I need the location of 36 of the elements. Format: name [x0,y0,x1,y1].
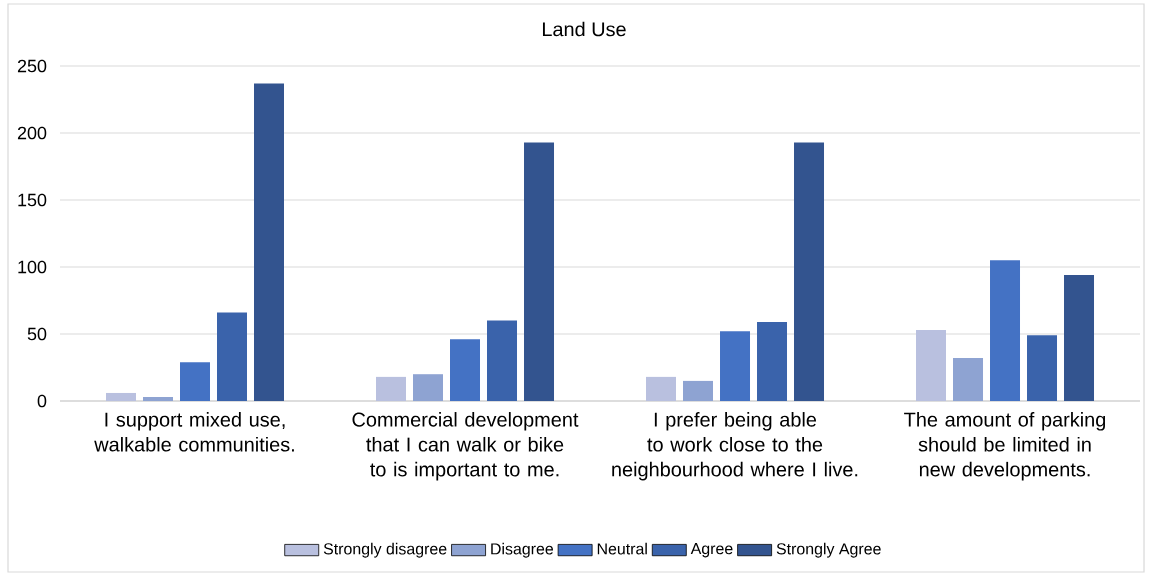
bar [487,320,518,401]
bar [720,331,751,401]
x-tick-label: I prefer being able to work close to the neighbourhood where I live. [612,412,858,481]
legend-label: Agree [690,543,733,558]
chart-title: Land Use [542,21,626,37]
bar [217,312,247,401]
y-tick-label: 150 [18,193,47,207]
legend-label: Strongly disagree [323,542,447,558]
y-tick-label: 100 [18,260,47,274]
x-tick-label: I support mixed use, walkable communities. [94,412,294,452]
bar [953,358,984,401]
bar [646,376,677,401]
bar [254,83,284,401]
bar [413,374,443,401]
y-tick-label: 0 [37,394,47,408]
bar [180,362,210,401]
bar [794,142,825,401]
bar [1027,335,1058,401]
x-tick-label: The amount of parking should be limited in new developments. [904,412,1106,481]
bar [143,396,173,401]
legend-label: Strongly Agree [776,542,881,558]
bar [106,392,136,401]
bar [376,376,406,401]
bar [916,329,947,401]
y-tick-label: 50 [27,327,47,341]
y-tick-label: 200 [17,126,47,140]
bar [524,142,555,401]
bar [1064,275,1095,401]
legend-label: Neutral [597,542,647,555]
y-tick-label: 250 [17,59,47,73]
x-tick-label: Commercial development that I can walk or bike to is important to me. [352,412,579,481]
bar [683,380,714,401]
bar [450,339,480,401]
legend-label: Disagree [491,542,554,558]
bar [990,260,1021,401]
bar [757,321,788,401]
